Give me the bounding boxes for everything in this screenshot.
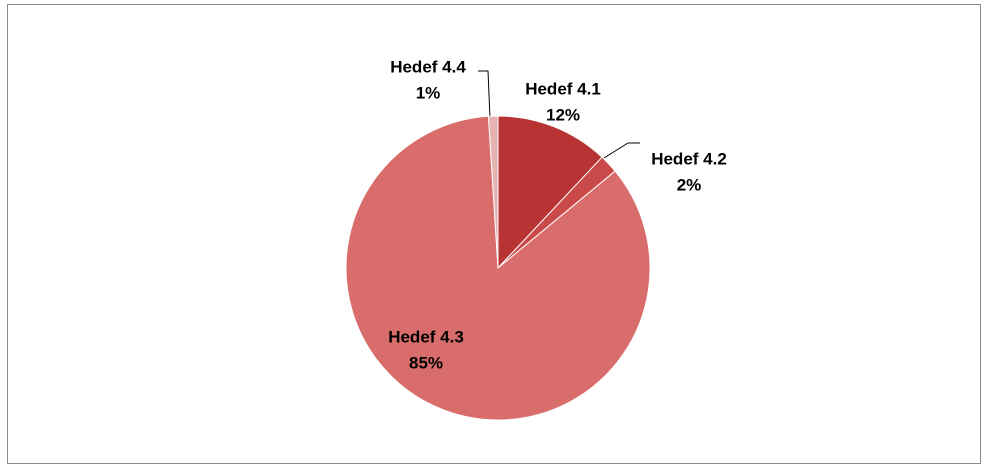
value-label: 12% xyxy=(546,105,580,124)
category-label: Hedef 4.2 xyxy=(651,149,727,168)
value-label: 85% xyxy=(409,353,443,372)
pie-slice xyxy=(345,115,651,421)
value-label: 2% xyxy=(677,175,702,194)
pie xyxy=(345,115,651,421)
leader-line xyxy=(478,70,491,119)
pie-slice xyxy=(497,115,603,270)
leader-line xyxy=(603,142,640,159)
category-label: Hedef 4.4 xyxy=(390,57,466,76)
pie-slice xyxy=(487,115,499,269)
category-label: Hedef 4.1 xyxy=(525,79,601,98)
category-label: Hedef 4.3 xyxy=(388,327,464,346)
value-label: 1% xyxy=(416,83,441,102)
